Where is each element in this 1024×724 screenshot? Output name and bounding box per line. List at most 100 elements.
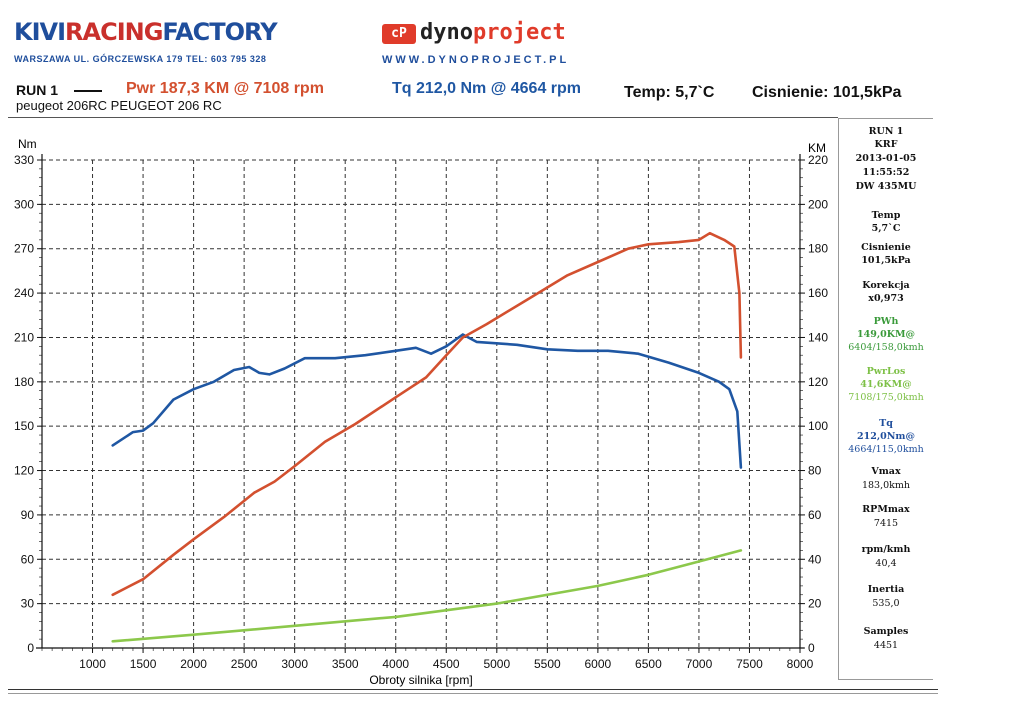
y-right-tick-label: 200 <box>808 197 828 211</box>
x-tick-label: 7500 <box>736 657 763 671</box>
y-left-tick-label: 210 <box>14 330 34 344</box>
x-tick-label: 8000 <box>787 657 814 671</box>
dynoproject-badge-icon: cP <box>382 24 416 44</box>
x-tick-label: 3500 <box>332 657 359 671</box>
footer-divider <box>8 689 938 690</box>
side-date: 2013-01-05 <box>855 153 917 164</box>
side-inertia-value: 535,0 <box>872 598 900 609</box>
chart-axes <box>36 154 804 649</box>
header-divider <box>8 117 838 118</box>
y-left-tick-label: 0 <box>27 641 34 655</box>
side-temp-value: 5,7`C <box>871 223 901 234</box>
y-right-tick-label: 140 <box>808 330 828 344</box>
y-left-tick-label: 240 <box>14 286 34 300</box>
side-kor-value: x0,973 <box>868 293 904 304</box>
pressure-summary: Cisnienie: 101,5kPa <box>752 84 902 101</box>
side-pwh-at: 6404/158,0kmh <box>848 342 924 353</box>
y-right-tick-label: 0 <box>808 641 815 655</box>
y-left-tick-label: 30 <box>21 597 35 611</box>
y-left-tick-label: 180 <box>14 375 34 389</box>
y-right-tick-label: 160 <box>808 286 828 300</box>
side-run: RUN 1 <box>868 126 904 137</box>
side-temp-label: Temp <box>871 210 901 221</box>
x-tick-label: 6500 <box>635 657 662 671</box>
side-samples-value: 4451 <box>873 640 899 651</box>
logo2-part2: project <box>472 20 566 45</box>
power-summary: Pwr 187,3 KM @ 7108 rpm <box>126 80 324 97</box>
chart-grid <box>42 159 801 648</box>
side-rpmkmh-value: 40,4 <box>875 558 897 569</box>
side-tq-value: 212,0Nm@ <box>857 431 915 442</box>
side-tq-at: 4664/115,0kmh <box>848 444 924 455</box>
series-line-pwr <box>111 231 743 597</box>
side-dyno: DW 435MU <box>855 181 917 192</box>
y-right-tick-label: 60 <box>808 508 822 522</box>
side-vmax-label: Vmax <box>871 466 901 477</box>
x-tick-label: 3000 <box>281 657 308 671</box>
side-rpmkmh-label: rpm/kmh <box>861 544 911 555</box>
side-press-value: 101,5kPa <box>861 255 911 266</box>
logo-text-part3: FACTORY <box>162 18 277 46</box>
side-rpmmax-label: RPMmax <box>862 504 910 515</box>
y-right-axis-title: KM <box>808 141 826 155</box>
side-press-label: Cisnienie <box>861 242 911 253</box>
x-tick-label: 5000 <box>483 657 510 671</box>
y-right-tick-label: 120 <box>808 375 828 389</box>
logo-text-part1: KIVI <box>14 18 66 46</box>
series-line-tq <box>111 333 743 469</box>
y-left-tick-label: 150 <box>14 419 34 433</box>
side-time: 11:55:52 <box>862 167 910 178</box>
x-tick-label: 4500 <box>433 657 460 671</box>
side-code: KRF <box>874 139 898 150</box>
y-left-tick-label: 270 <box>14 242 34 256</box>
footer-divider-2 <box>8 693 938 694</box>
x-axis-title: Obroty silnika [rpm] <box>369 673 472 687</box>
x-tick-label: 4000 <box>382 657 409 671</box>
run-details-panel: RUN 1 KRF 2013-01-05 11:55:52 DW 435MU T… <box>838 118 933 680</box>
side-samples-label: Samples <box>863 626 909 637</box>
y-right-tick-label: 180 <box>808 242 828 256</box>
y-left-tick-label: 120 <box>14 464 34 478</box>
vehicle-subtitle: peugeot 206RC PEUGEOT 206 RC <box>16 98 222 113</box>
y-right-tick-label: 100 <box>808 419 828 433</box>
side-vmax-value: 183,0kmh <box>861 480 911 491</box>
run-legend-line <box>74 90 102 92</box>
y-left-tick-label: 330 <box>14 153 34 167</box>
side-tq-label: Tq <box>879 418 893 429</box>
side-rpmmax-value: 7415 <box>873 518 899 529</box>
y-right-tick-label: 20 <box>808 597 822 611</box>
y-right-tick-label: 220 <box>808 153 828 167</box>
y-right-tick-label: 40 <box>808 552 822 566</box>
chart-ticks: 1000 1500 2000 2500 3000 3500 4000 4500 5000 5500… <box>14 153 828 671</box>
y-right-tick-label: 80 <box>808 464 822 478</box>
chart-series <box>111 231 743 643</box>
x-tick-label: 1000 <box>79 657 106 671</box>
y-left-axis-title: Nm <box>18 137 37 151</box>
dynoproject-url: WWW.DYNOPROJECT.PL <box>382 54 570 66</box>
kivi-racing-factory-logo: KIVIRACINGFACTORY <box>14 18 278 46</box>
logo-address: WARSZAWA UL. GÓRCZEWSKA 179 TEL: 603 795… <box>14 54 267 64</box>
x-tick-label: 6000 <box>585 657 612 671</box>
x-tick-label: 1500 <box>130 657 157 671</box>
logo2-part1: dyno <box>420 20 473 45</box>
logo-text-part2: RACING <box>65 18 163 46</box>
x-tick-label: 5500 <box>534 657 561 671</box>
run-label: RUN 1 <box>16 82 59 98</box>
y-left-tick-label: 60 <box>21 552 35 566</box>
side-pwrlos-value: 41,6KM@ <box>860 379 912 390</box>
series-line-loss <box>111 549 743 643</box>
x-tick-label: 7000 <box>686 657 713 671</box>
side-kor-label: Korekcja <box>862 280 910 291</box>
side-pwh-value: 149,0KM@ <box>856 329 916 340</box>
side-inertia-label: Inertia <box>867 584 905 595</box>
y-left-tick-label: 300 <box>14 197 34 211</box>
dynoproject-logo: dynoproject <box>420 20 566 45</box>
y-left-tick-label: 90 <box>21 508 35 522</box>
torque-summary: Tq 212,0 Nm @ 4664 rpm <box>392 80 582 97</box>
x-tick-label: 2000 <box>180 657 207 671</box>
side-pwh-label: PWh <box>873 316 899 327</box>
side-pwrlos-at: 7108/175,0kmh <box>848 392 924 403</box>
temp-summary: Temp: 5,7`C <box>624 84 715 101</box>
x-tick-label: 2500 <box>231 657 258 671</box>
